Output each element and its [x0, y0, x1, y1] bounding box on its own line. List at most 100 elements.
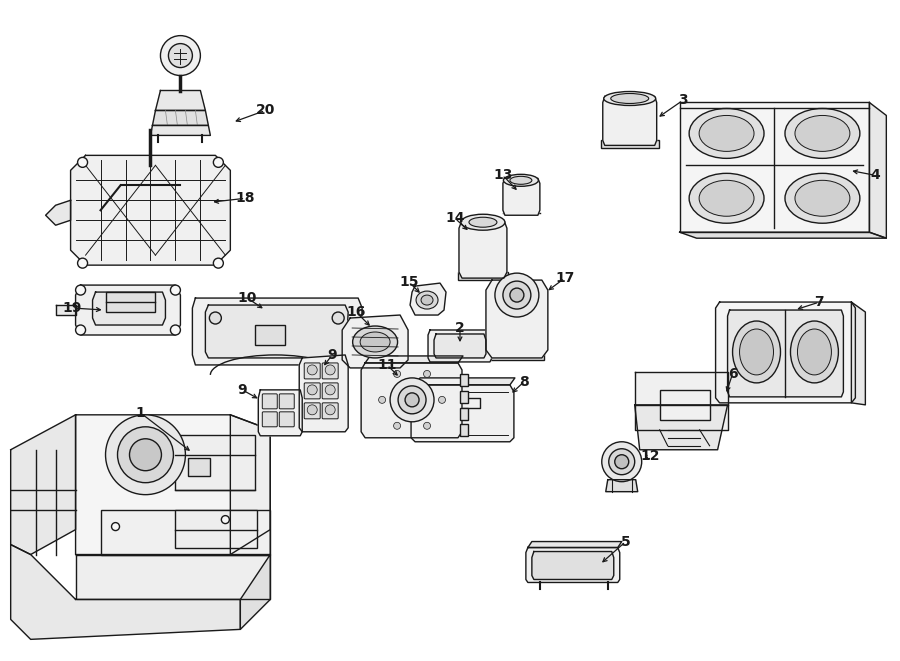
Circle shape: [210, 312, 221, 324]
Polygon shape: [365, 356, 463, 363]
Ellipse shape: [795, 180, 850, 216]
Polygon shape: [361, 363, 462, 438]
FancyBboxPatch shape: [262, 394, 277, 409]
Text: 3: 3: [678, 93, 688, 108]
Polygon shape: [230, 415, 270, 555]
Bar: [660, 390, 709, 420]
Bar: [188, 457, 211, 476]
Ellipse shape: [785, 108, 859, 159]
Ellipse shape: [689, 108, 764, 159]
Circle shape: [615, 455, 629, 469]
Polygon shape: [258, 390, 302, 436]
Circle shape: [213, 258, 223, 268]
Circle shape: [77, 258, 87, 268]
Bar: [460, 391, 468, 403]
Circle shape: [602, 442, 642, 482]
Text: 17: 17: [555, 271, 574, 285]
Text: 6: 6: [728, 367, 737, 381]
Circle shape: [160, 36, 201, 75]
Ellipse shape: [416, 291, 438, 309]
Circle shape: [424, 422, 430, 429]
Text: 19: 19: [63, 301, 82, 315]
Circle shape: [405, 393, 419, 407]
Polygon shape: [240, 555, 270, 629]
Ellipse shape: [689, 173, 764, 223]
FancyBboxPatch shape: [322, 363, 338, 379]
Polygon shape: [415, 378, 515, 385]
Circle shape: [495, 273, 539, 317]
Text: 2: 2: [455, 321, 465, 335]
Ellipse shape: [733, 321, 780, 383]
Text: 16: 16: [346, 305, 365, 319]
Ellipse shape: [785, 173, 859, 223]
Circle shape: [393, 422, 400, 429]
Bar: [460, 374, 468, 386]
Polygon shape: [11, 545, 240, 639]
Polygon shape: [680, 102, 869, 232]
Text: 1: 1: [136, 406, 146, 420]
Text: 9: 9: [328, 348, 337, 362]
Circle shape: [76, 285, 86, 295]
Polygon shape: [411, 385, 514, 442]
Polygon shape: [486, 280, 548, 358]
Bar: [176, 435, 256, 490]
Text: 4: 4: [870, 169, 880, 182]
Circle shape: [112, 523, 120, 531]
Circle shape: [510, 288, 524, 302]
Polygon shape: [606, 480, 638, 492]
Text: 18: 18: [236, 191, 255, 206]
Circle shape: [398, 386, 426, 414]
Circle shape: [325, 405, 335, 415]
Text: 5: 5: [621, 535, 631, 549]
Ellipse shape: [360, 332, 390, 352]
Polygon shape: [56, 305, 76, 315]
Bar: [490, 348, 544, 360]
Bar: [105, 292, 156, 312]
Ellipse shape: [604, 91, 656, 106]
Circle shape: [325, 385, 335, 395]
Bar: [460, 408, 468, 420]
Ellipse shape: [740, 329, 773, 375]
Circle shape: [118, 427, 174, 483]
Polygon shape: [634, 372, 727, 430]
Circle shape: [105, 415, 185, 494]
Ellipse shape: [699, 116, 754, 151]
Polygon shape: [193, 298, 362, 365]
Circle shape: [307, 405, 317, 415]
Circle shape: [221, 516, 230, 524]
Polygon shape: [526, 547, 620, 582]
Ellipse shape: [503, 175, 538, 186]
Text: 11: 11: [377, 358, 397, 372]
Polygon shape: [156, 91, 205, 110]
FancyBboxPatch shape: [304, 403, 320, 419]
Text: 10: 10: [238, 291, 257, 305]
Circle shape: [307, 385, 317, 395]
Circle shape: [503, 281, 531, 309]
Polygon shape: [299, 355, 348, 432]
FancyBboxPatch shape: [322, 403, 338, 419]
Text: 12: 12: [640, 449, 660, 463]
Polygon shape: [434, 334, 486, 358]
Ellipse shape: [611, 93, 649, 104]
Polygon shape: [70, 155, 230, 265]
Bar: [460, 424, 468, 436]
Polygon shape: [680, 232, 886, 238]
Circle shape: [170, 325, 180, 335]
Polygon shape: [851, 302, 866, 405]
Polygon shape: [150, 126, 211, 136]
Polygon shape: [532, 551, 614, 580]
Polygon shape: [410, 283, 446, 315]
Circle shape: [168, 44, 193, 67]
Polygon shape: [76, 555, 270, 600]
Circle shape: [332, 312, 344, 324]
Polygon shape: [869, 102, 886, 238]
Circle shape: [325, 365, 335, 375]
Bar: [601, 140, 659, 148]
Circle shape: [130, 439, 161, 471]
Circle shape: [390, 378, 434, 422]
Ellipse shape: [790, 321, 839, 383]
Text: 13: 13: [493, 169, 513, 182]
Polygon shape: [443, 398, 480, 408]
Polygon shape: [11, 415, 76, 555]
Polygon shape: [503, 178, 540, 215]
